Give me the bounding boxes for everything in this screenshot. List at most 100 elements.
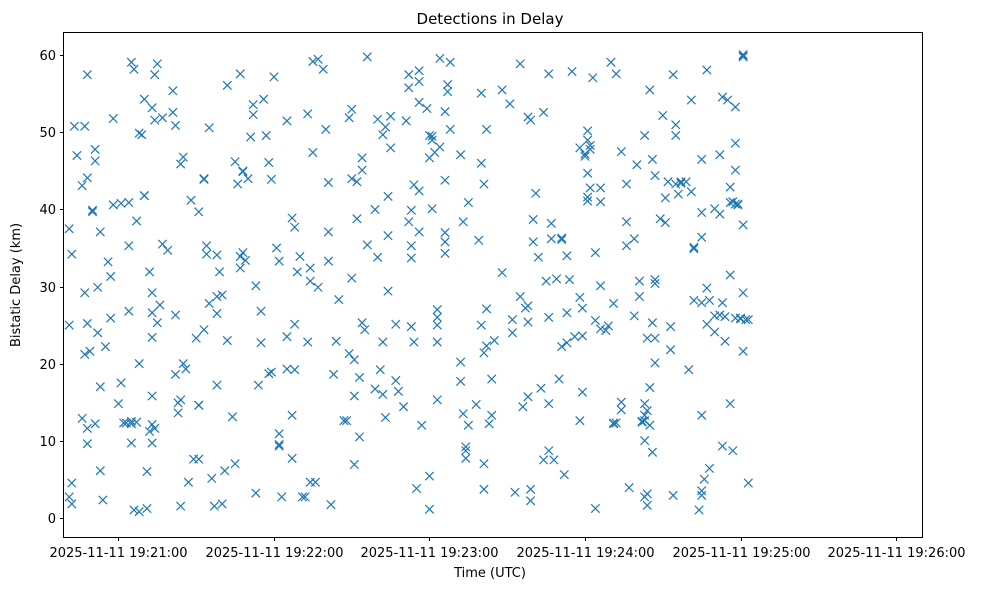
data-point xyxy=(142,503,152,514)
data-point xyxy=(629,234,639,244)
data-point xyxy=(507,315,518,325)
data-point xyxy=(290,365,300,375)
data-point xyxy=(715,150,725,160)
data-point xyxy=(80,121,90,131)
data-point xyxy=(246,132,256,142)
y-axis-label: Bistatic Delay (km) xyxy=(9,223,24,347)
data-point xyxy=(352,177,362,187)
data-point xyxy=(523,301,533,311)
data-point xyxy=(72,150,82,161)
data-point xyxy=(287,410,297,420)
data-point xyxy=(715,209,725,219)
data-point xyxy=(106,271,116,282)
data-point xyxy=(207,473,217,484)
data-point xyxy=(357,153,367,163)
data-point xyxy=(676,178,686,188)
data-point xyxy=(608,418,619,428)
data-point xyxy=(562,251,572,261)
data-point xyxy=(360,325,370,335)
data-point xyxy=(212,291,222,302)
data-point xyxy=(650,170,660,181)
data-point xyxy=(147,288,157,298)
data-point xyxy=(264,368,274,379)
data-point xyxy=(582,135,593,145)
data-point xyxy=(282,116,292,126)
data-point xyxy=(642,333,652,343)
data-point xyxy=(611,418,621,428)
data-point xyxy=(424,471,435,481)
data-point xyxy=(432,305,442,315)
data-point xyxy=(733,199,743,209)
data-point xyxy=(414,66,424,76)
data-point xyxy=(406,253,416,263)
data-point xyxy=(323,256,334,266)
x-axis-label: Time (UTC) xyxy=(453,566,526,581)
data-point xyxy=(476,320,486,330)
data-point xyxy=(445,57,455,67)
data-point xyxy=(290,222,300,232)
y-tick-label: 50 xyxy=(39,126,56,141)
data-point xyxy=(385,111,396,121)
data-point xyxy=(308,147,318,158)
data-point xyxy=(134,358,144,369)
data-point xyxy=(144,426,155,437)
marker-layer xyxy=(64,49,753,517)
data-point xyxy=(297,492,308,502)
data-point xyxy=(344,348,354,359)
data-point xyxy=(290,319,300,329)
data-point xyxy=(557,233,567,243)
data-point xyxy=(126,438,137,448)
data-point xyxy=(414,97,424,107)
data-point xyxy=(233,179,243,189)
data-point xyxy=(621,241,632,251)
data-point xyxy=(230,157,240,167)
data-point xyxy=(585,144,595,154)
data-point xyxy=(717,298,728,308)
data-point xyxy=(131,216,142,226)
data-point xyxy=(80,288,90,298)
data-point xyxy=(559,469,569,480)
data-point xyxy=(373,252,383,262)
data-point xyxy=(582,168,593,178)
data-point xyxy=(531,188,541,198)
data-point xyxy=(665,321,676,332)
data-point xyxy=(173,408,183,418)
data-point xyxy=(212,308,222,319)
data-point xyxy=(725,399,735,409)
data-point xyxy=(183,477,194,487)
data-point xyxy=(601,325,611,336)
data-point xyxy=(640,130,650,141)
data-point xyxy=(264,157,274,168)
data-point xyxy=(222,335,232,346)
data-point xyxy=(282,332,292,342)
data-point xyxy=(650,333,660,343)
data-point xyxy=(427,135,437,145)
data-point xyxy=(209,501,219,511)
data-point xyxy=(603,321,613,331)
data-point xyxy=(230,459,240,469)
data-point xyxy=(575,143,585,153)
data-point xyxy=(616,405,626,415)
data-point xyxy=(481,341,492,351)
data-point xyxy=(577,387,588,397)
data-point xyxy=(515,59,525,69)
data-point xyxy=(738,346,748,356)
data-point xyxy=(347,174,357,184)
data-point xyxy=(82,439,92,449)
data-point xyxy=(673,189,683,199)
data-point xyxy=(743,478,753,488)
data-point xyxy=(170,310,181,320)
data-point xyxy=(398,402,409,412)
data-point xyxy=(720,336,730,346)
data-point xyxy=(507,328,518,338)
data-point xyxy=(528,214,538,225)
data-point xyxy=(484,419,494,429)
data-point xyxy=(404,217,414,227)
data-point xyxy=(95,382,105,392)
data-point xyxy=(743,315,753,325)
data-point xyxy=(256,306,266,316)
data-point xyxy=(463,420,473,430)
data-point xyxy=(427,204,437,214)
data-point xyxy=(212,250,222,260)
data-point xyxy=(440,248,450,259)
